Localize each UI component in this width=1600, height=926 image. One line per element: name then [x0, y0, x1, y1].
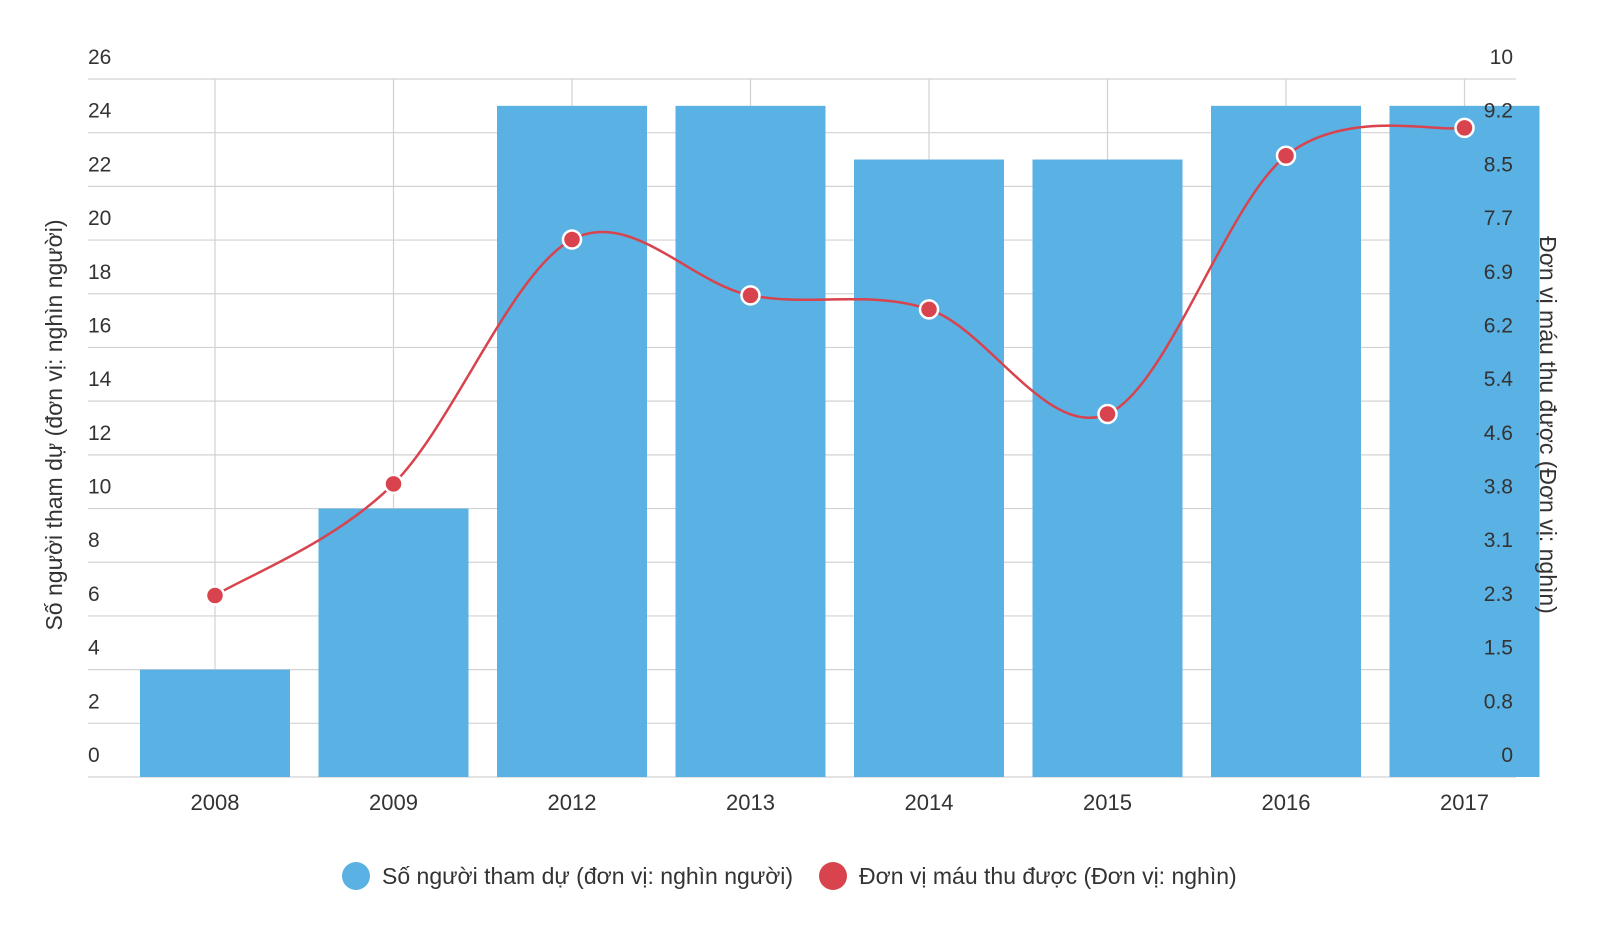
- legend-label-attendees: Số người tham dự (đơn vị: nghìn người): [382, 863, 793, 889]
- line-point-2017: [1454, 117, 1475, 139]
- x-tick-label: 2016: [1262, 790, 1311, 815]
- left-axis-title: Số người tham dự (đơn vị: nghìn người): [41, 219, 67, 630]
- bar-2009: [318, 508, 469, 777]
- legend-marker-blood-units: [819, 862, 847, 890]
- left-tick-label: 22: [88, 153, 111, 176]
- left-tick-label: 10: [88, 476, 111, 499]
- line-point-2015: [1097, 403, 1118, 425]
- line-series: [204, 117, 1475, 606]
- right-tick-label: 9.2: [1484, 100, 1513, 123]
- right-tick-label: 6.9: [1484, 261, 1513, 284]
- left-tick-label: 8: [88, 529, 100, 552]
- bar-2008: [140, 669, 290, 777]
- right-tick-label: 10: [1490, 46, 1513, 69]
- legend: Số người tham dự (đơn vị: nghìn người) Đ…: [342, 862, 1237, 890]
- line-point-2012: [561, 229, 583, 250]
- right-tick-label: 5.4: [1484, 368, 1514, 391]
- x-tick-label: 2014: [905, 790, 954, 815]
- right-tick-label: 6.2: [1484, 314, 1513, 337]
- left-tick-label: 20: [88, 207, 111, 230]
- right-tick-label: 2.3: [1484, 583, 1513, 606]
- right-tick-label: 3.1: [1484, 529, 1513, 552]
- bar-2014: [854, 159, 1004, 778]
- legend-item-attendees[interactable]: Số người tham dự (đơn vị: nghìn người): [342, 862, 793, 890]
- left-tick-label: 14: [88, 368, 112, 391]
- right-tick-label: 4.6: [1484, 422, 1513, 445]
- right-axis-ticks: 0 0.8 1.5 2.3 3.1 3.8 4.6 5.4 6.2 6.9 7.7 8.5 9.2 10: [1484, 46, 1514, 767]
- bar-2013: [675, 105, 826, 778]
- x-tick-label: 2017: [1440, 790, 1489, 815]
- line-point-2009: [383, 473, 404, 495]
- left-tick-label: 0: [88, 744, 100, 767]
- legend-item-blood-units[interactable]: Đơn vị máu thu được (Đơn vị: nghìn): [819, 862, 1237, 890]
- x-tick-label: 2013: [726, 790, 775, 815]
- right-tick-label: 8.5: [1484, 153, 1513, 176]
- x-tick-label: 2015: [1083, 790, 1132, 815]
- legend-label-blood-units: Đơn vị máu thu được (Đơn vị: nghìn): [859, 863, 1237, 889]
- bar-2017: [1389, 105, 1540, 778]
- right-tick-label: 3.8: [1484, 476, 1513, 499]
- right-tick-label: 7.7: [1484, 207, 1513, 230]
- line-point-2008: [204, 585, 226, 606]
- x-axis-ticks: 2008 2009 2012 2013 2014 2015 2016 2017: [191, 790, 1489, 815]
- right-tick-label: 1.5: [1484, 637, 1513, 660]
- right-tick-label: 0.8: [1484, 690, 1513, 713]
- legend-marker-attendees: [342, 862, 370, 890]
- right-axis-title: Đơn vị máu thu được (Đơn vị: nghìn): [1535, 236, 1561, 614]
- line-point-2013: [740, 285, 761, 306]
- left-tick-label: 26: [88, 46, 111, 69]
- line-path: [214, 124, 1465, 597]
- left-tick-label: 6: [88, 583, 100, 606]
- left-tick-label: 12: [88, 422, 111, 445]
- line-point-2014: [918, 299, 940, 320]
- bar-series: [140, 105, 1540, 778]
- left-tick-label: 16: [88, 314, 111, 337]
- left-tick-label: 2: [88, 690, 100, 713]
- left-tick-label: 18: [88, 261, 111, 284]
- x-tick-label: 2009: [369, 790, 418, 815]
- line-point-2016: [1275, 145, 1297, 167]
- right-tick-label: 0: [1501, 744, 1513, 767]
- x-tick-label: 2012: [548, 790, 597, 815]
- left-tick-label: 24: [88, 100, 112, 123]
- left-tick-label: 4: [88, 637, 100, 660]
- bar-2015: [1032, 159, 1183, 778]
- bar-2016: [1211, 105, 1361, 778]
- bar-2012: [497, 105, 647, 778]
- x-tick-label: 2008: [191, 790, 240, 815]
